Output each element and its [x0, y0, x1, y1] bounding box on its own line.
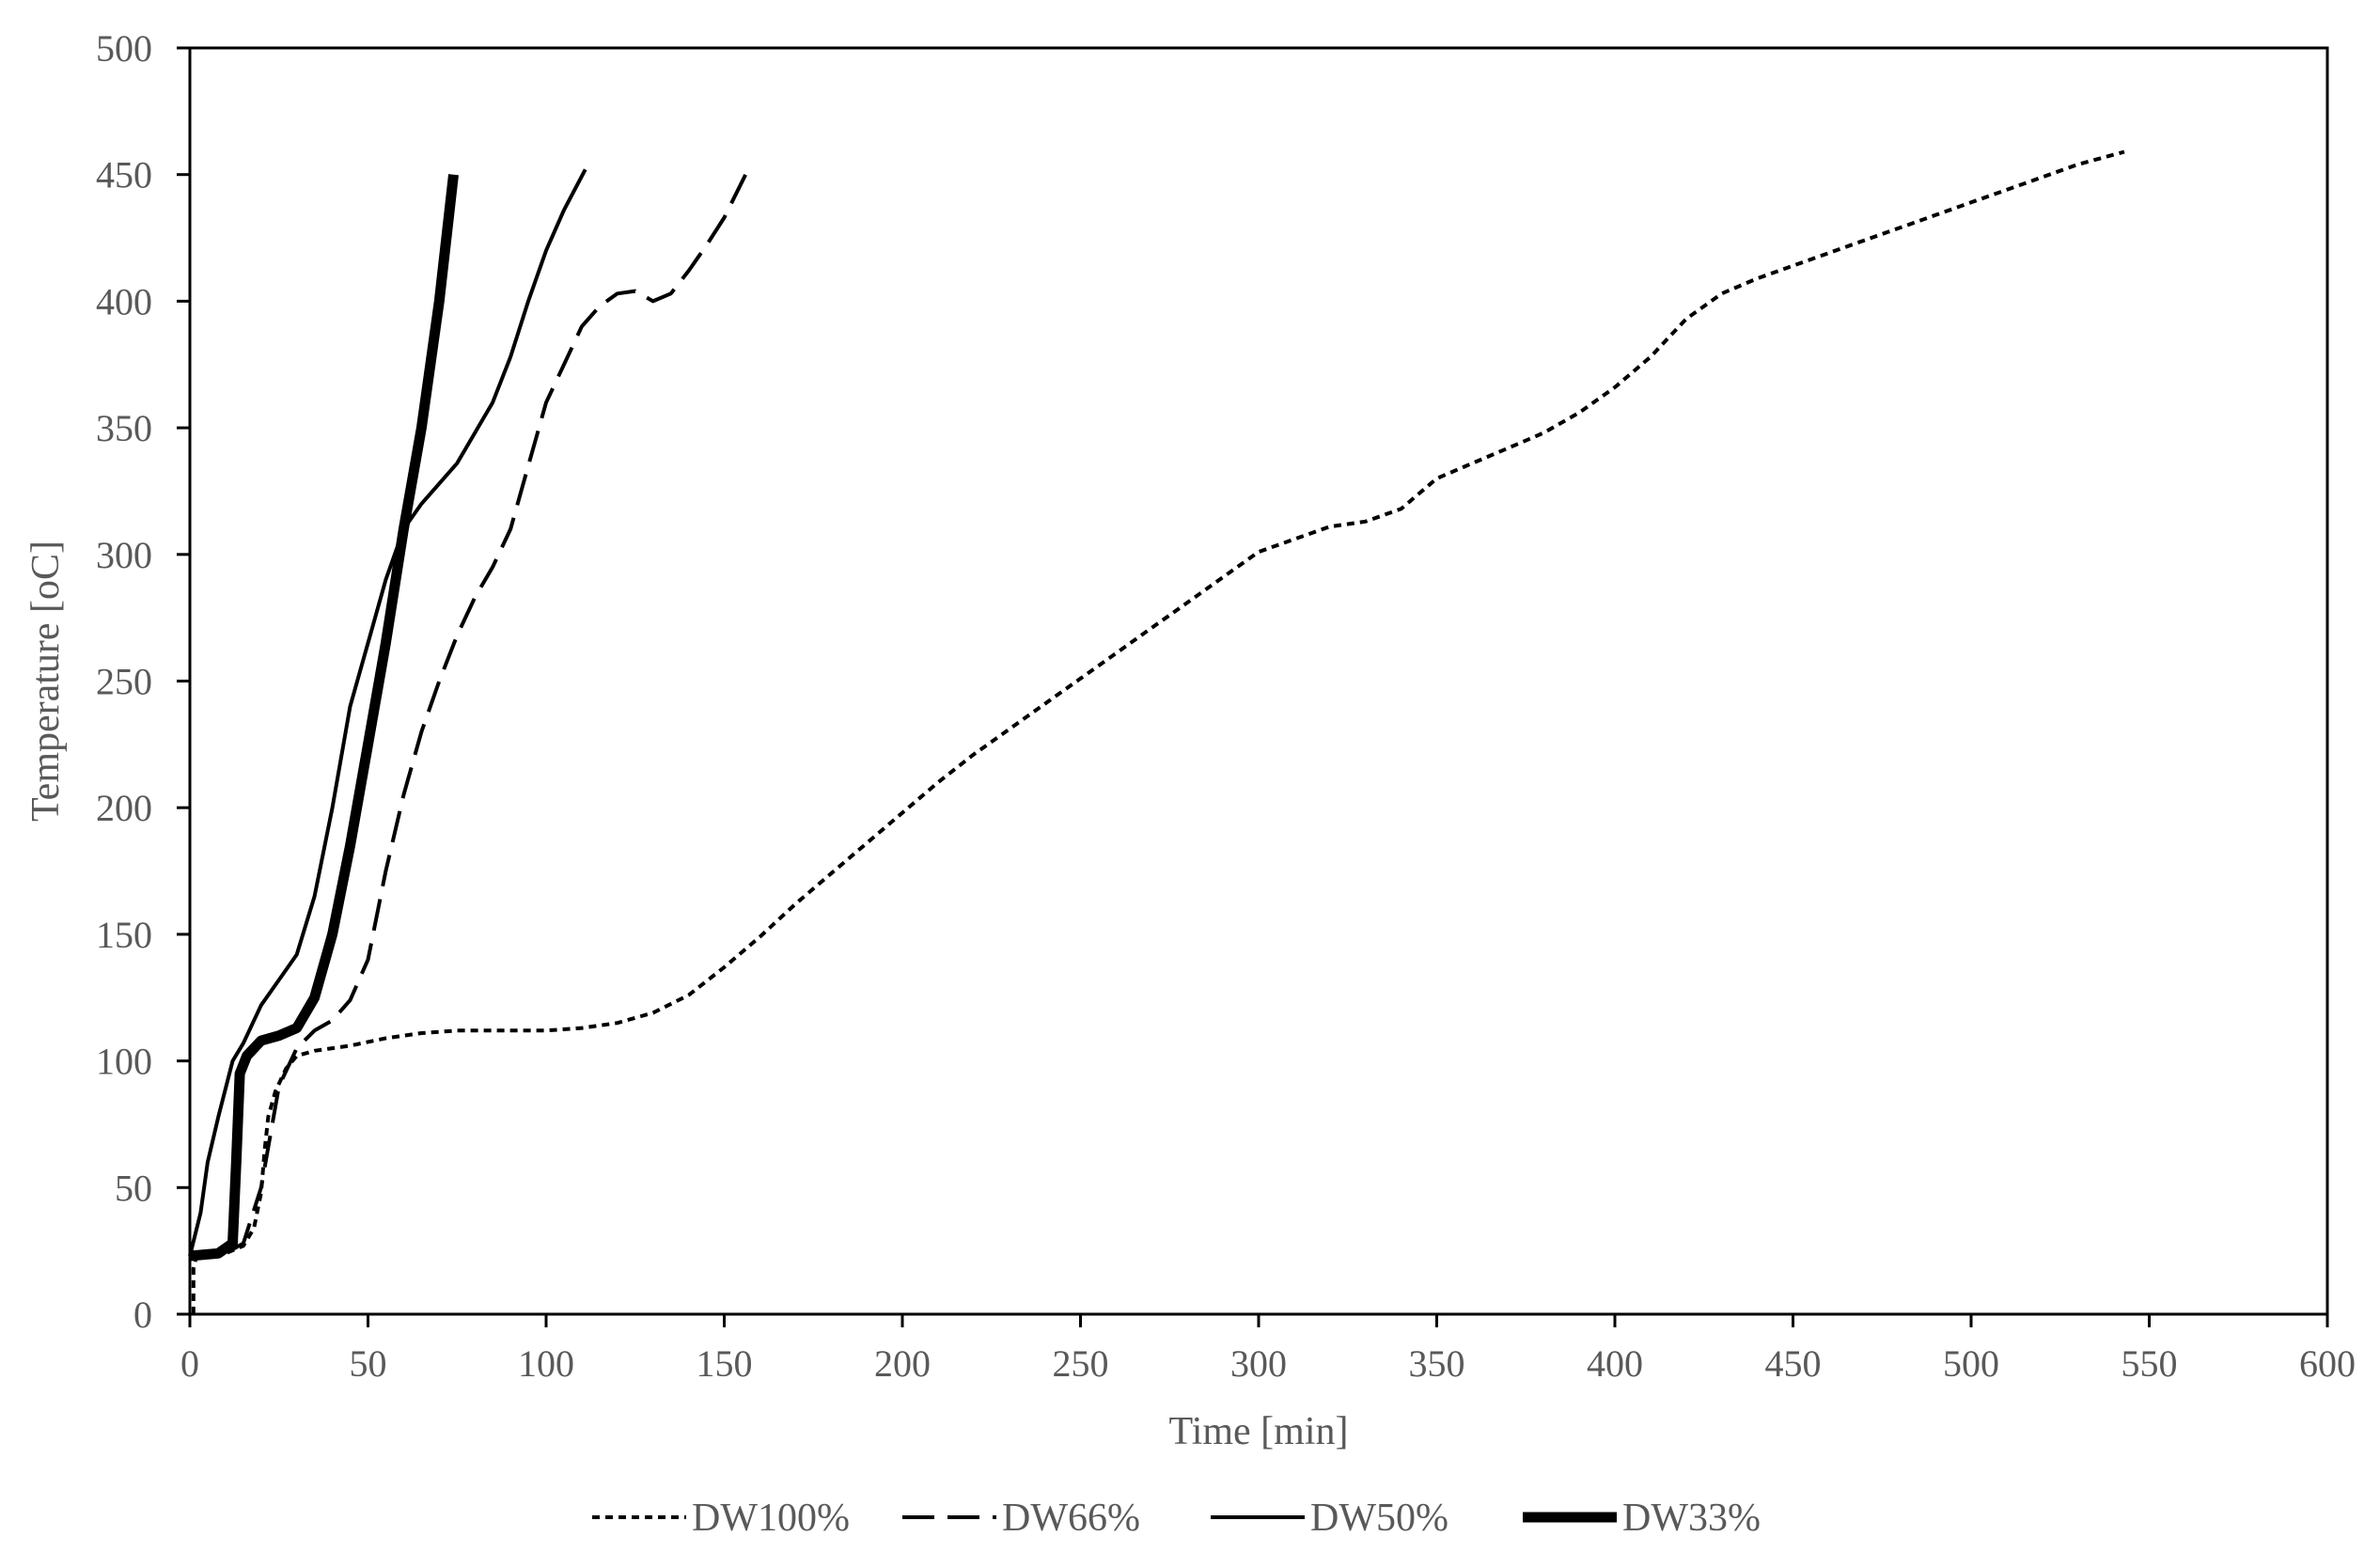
y-axis-title: Temperature [oC]: [24, 541, 68, 822]
series-line-dw66: [189, 173, 747, 1258]
legend: DW100% DW66% DW50% DW33%: [592, 1497, 1761, 1540]
x-tick-label: 500: [1943, 1342, 1999, 1385]
x-tick-label: 150: [697, 1342, 753, 1385]
series-line-dw100: [191, 149, 2125, 1314]
x-tick-label: 50: [350, 1342, 387, 1385]
series-lines: [188, 149, 2125, 1314]
x-tick-label: 100: [518, 1342, 574, 1385]
x-tick-label: 450: [1765, 1342, 1822, 1385]
legend-label-dw66: DW66%: [1002, 1497, 1140, 1540]
series-line-dw50: [188, 168, 587, 1257]
series-line-dw33: [189, 174, 459, 1262]
y-tick-label: 0: [133, 1294, 152, 1336]
x-tick-label: 200: [874, 1342, 931, 1385]
legend-label-dw50: DW50%: [1310, 1497, 1448, 1540]
y-tick-label: 450: [96, 154, 152, 196]
x-tick-label: 400: [1587, 1342, 1643, 1385]
plot-area-frame: [188, 46, 2329, 1316]
legend-label-dw33: DW33%: [1622, 1497, 1761, 1540]
x-tick-label: 0: [180, 1342, 199, 1385]
y-tick-label: 350: [96, 407, 152, 449]
x-tick-label: 600: [2299, 1342, 2356, 1385]
y-tick-label: 300: [96, 534, 152, 576]
x-tick-label: 300: [1230, 1342, 1287, 1385]
x-tick-label: 550: [2122, 1342, 2178, 1385]
y-tick-label: 50: [115, 1167, 152, 1209]
y-tick-label: 200: [96, 787, 152, 829]
y-tick-label: 400: [96, 280, 152, 322]
y-tick-label: 500: [96, 27, 152, 70]
y-tick-label: 150: [96, 914, 152, 956]
x-tick-label: 350: [1409, 1342, 1465, 1385]
legend-label-dw100: DW100%: [692, 1497, 850, 1540]
x-tick-label: 250: [1053, 1342, 1109, 1385]
y-tick-label: 250: [96, 661, 152, 703]
x-axis-title: Time [min]: [1169, 1410, 1349, 1453]
axis-ticks: 0 50 100 150 200 250 300 350 400 450 500 550 600 0 50 1…: [96, 27, 2356, 1385]
y-tick-label: 100: [96, 1041, 152, 1083]
